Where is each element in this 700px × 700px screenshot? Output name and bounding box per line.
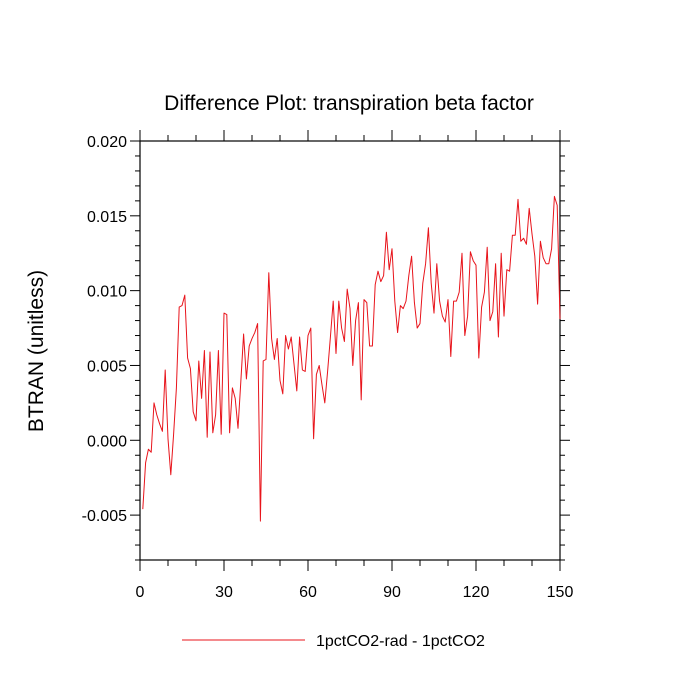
y-tick-label: 0.005 [87, 358, 127, 375]
y-tick-label: 0.015 [87, 209, 127, 226]
chart-title: Difference Plot: transpiration beta fact… [164, 92, 534, 115]
legend-label: 1pctCO2-rad - 1pctCO2 [316, 633, 485, 650]
axis-ticks [130, 130, 570, 571]
y-tick-label: 0.010 [87, 284, 127, 301]
x-tick-label: 120 [463, 584, 490, 601]
y-tick-label: 0.000 [87, 433, 127, 450]
y-tick-label: -0.005 [82, 508, 127, 525]
y-tick-label: 0.020 [87, 134, 127, 151]
x-tick-label: 90 [383, 584, 401, 601]
tick-labels: 0 30 60 90 120 150 -0.005 0.000 0.005 0.010 0.015 0… [82, 134, 574, 601]
y-axis-title: BTRAN (unitless) [25, 270, 48, 432]
x-tick-label: 150 [547, 584, 574, 601]
x-tick-label: 60 [299, 584, 317, 601]
x-tick-label: 0 [136, 584, 145, 601]
x-tick-label: 30 [215, 584, 233, 601]
plot-frame [139, 140, 561, 561]
series-line [142, 195, 561, 522]
